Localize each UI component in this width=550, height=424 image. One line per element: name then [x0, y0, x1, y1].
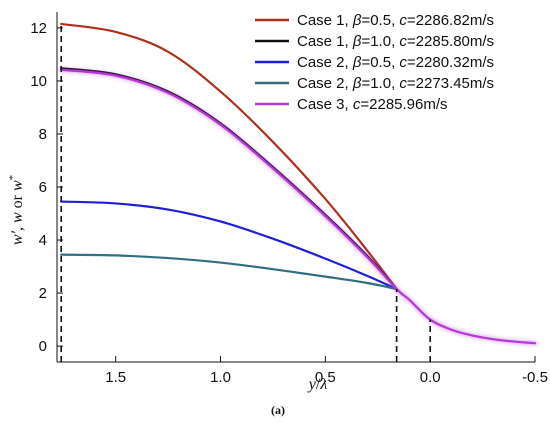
y-axis: 0 2 4 6 8 10 12	[30, 12, 63, 362]
legend: Case 1, β=0.5, c=2286.82m/s Case 1, β=1.0…	[255, 12, 494, 113]
y-tick-label: 4	[39, 232, 47, 249]
y-tick-label: 12	[30, 20, 47, 37]
plot-area	[58, 22, 538, 362]
x-tick-label: 0.5	[315, 369, 336, 386]
legend-entry-2: Case 1, β=1.0, c=2285.80m/s	[297, 33, 494, 50]
y-tick-label: 8	[39, 126, 47, 143]
x-tick-label: 1.0	[210, 369, 231, 386]
x-tick-label: 0.0	[420, 369, 441, 386]
y-tick-label: 6	[39, 179, 47, 196]
x-tick-label: -0.5	[522, 369, 548, 386]
panel-label: (a)	[271, 403, 285, 417]
x-axis: 1.5 1.0 0.5 0.0 -0.5	[57, 356, 548, 386]
legend-entry-1: Case 1, β=0.5, c=2286.82m/s	[297, 12, 494, 29]
series-line-4	[60, 253, 398, 291]
y-tick-label: 2	[39, 285, 47, 302]
series-line-5	[60, 68, 537, 345]
y-axis-label: w′, w or w*	[7, 175, 26, 245]
series-line-3	[60, 200, 398, 291]
legend-entry-3: Case 2, β=0.5, c=2280.32m/s	[297, 54, 494, 71]
legend-entry-4: Case 2, β=1.0, c=2273.45m/s	[297, 75, 494, 92]
series-line-1	[60, 22, 398, 291]
x-axis-label: y/λ	[307, 376, 328, 393]
legend-entry-5: Case 3, c=2285.96m/s	[297, 96, 448, 113]
y-tick-label: 10	[30, 73, 47, 90]
x-tick-label: 1.5	[105, 369, 126, 386]
y-tick-label: 0	[39, 338, 47, 355]
